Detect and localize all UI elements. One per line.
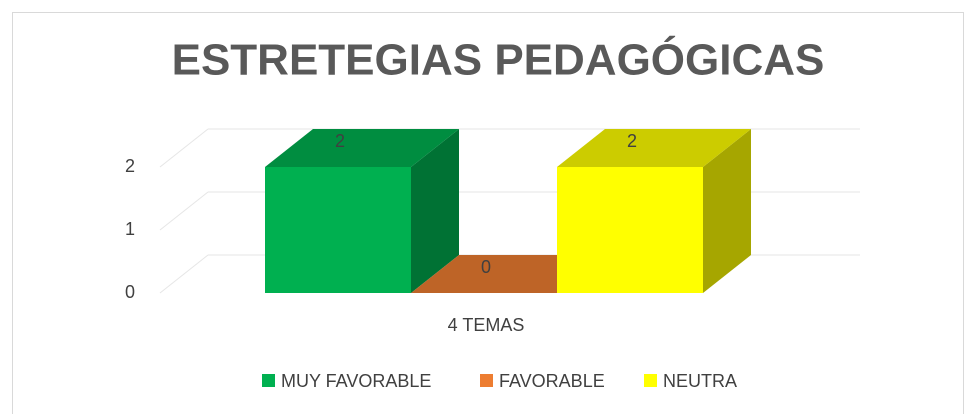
- y-tick-label: 1: [125, 219, 135, 239]
- grid-line: [159, 254, 209, 294]
- y-tick-label: 2: [125, 156, 135, 176]
- legend-swatch: [262, 374, 275, 387]
- y-tick-label: 0: [125, 282, 135, 302]
- bar: [265, 167, 411, 293]
- bar-top: [265, 129, 459, 167]
- legend-label: FAVORABLE: [499, 371, 605, 391]
- grid-line: [159, 128, 209, 168]
- data-label: 2: [627, 131, 637, 151]
- bar-side: [703, 129, 751, 293]
- bar-top: [557, 129, 751, 167]
- bar: [557, 167, 703, 293]
- data-label: 0: [481, 257, 491, 277]
- legend-swatch: [644, 374, 657, 387]
- chart-border: [12, 12, 964, 414]
- legend-swatch: [480, 374, 493, 387]
- data-label: 2: [335, 131, 345, 151]
- chart-title: ESTRETEGIAS PEDAGÓGICAS: [172, 35, 825, 85]
- legend-label: NEUTRA: [663, 371, 737, 391]
- bar-side: [411, 129, 459, 293]
- x-tick-label: 4 TEMAS: [448, 315, 525, 335]
- legend-label: MUY FAVORABLE: [281, 371, 431, 391]
- bar-top: [411, 255, 605, 293]
- grid-line: [159, 191, 209, 231]
